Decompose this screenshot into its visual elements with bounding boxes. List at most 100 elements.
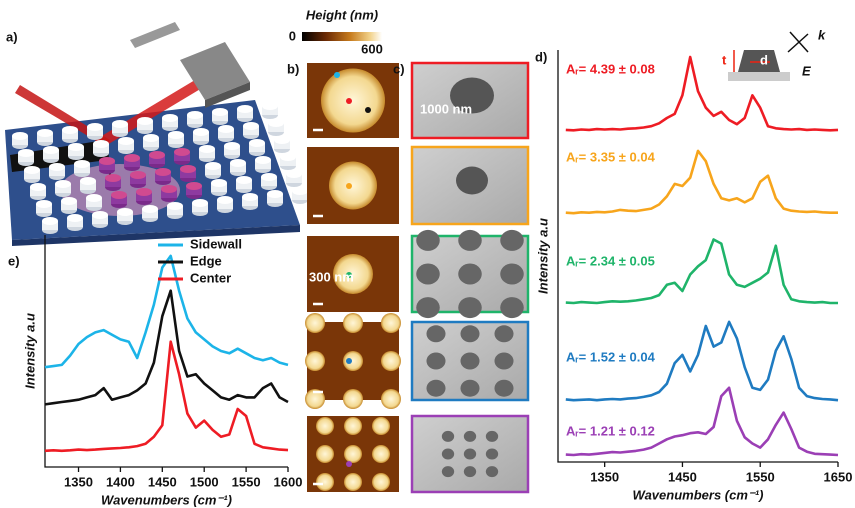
- pillar: [262, 106, 278, 115]
- location-marker: [346, 183, 352, 189]
- sem-pillar: [426, 379, 446, 397]
- pillar: [24, 166, 40, 174]
- sem-images: [410, 61, 530, 494]
- schematic-illustration: [5, 22, 308, 246]
- pillar: [112, 120, 128, 128]
- pillar: [43, 150, 59, 159]
- sem-pillar: [463, 466, 477, 478]
- spectrum-line: [565, 238, 838, 305]
- pillar: [87, 127, 103, 136]
- spectrum-line: [565, 320, 839, 402]
- sem-pillar: [500, 263, 524, 285]
- inset-label: t: [722, 52, 727, 67]
- panel-label: d): [535, 49, 547, 64]
- pillar: [143, 134, 159, 142]
- pillar-top: [321, 68, 385, 133]
- pillar-top: [372, 445, 390, 463]
- legend-label: Edge: [190, 253, 222, 268]
- sem-pillar: [500, 229, 524, 251]
- pillar: [30, 187, 46, 196]
- pillar: [242, 197, 258, 206]
- pillar: [149, 151, 165, 159]
- pillar: [130, 171, 146, 179]
- spectrum-line: [565, 149, 838, 215]
- pillar: [24, 170, 40, 179]
- location-marker: [346, 461, 352, 467]
- pillar: [237, 109, 253, 118]
- pillar-top: [372, 417, 390, 435]
- series-label: Aᵣ= 4.39 ± 0.08: [566, 61, 655, 76]
- pillar: [130, 175, 146, 184]
- pillar: [292, 191, 308, 200]
- sem-pillar: [460, 325, 480, 343]
- pillar: [105, 178, 121, 187]
- pillar: [211, 183, 227, 192]
- pillar: [187, 115, 203, 124]
- pillar: [224, 142, 240, 150]
- sem-pillar: [441, 430, 455, 442]
- pillar: [217, 196, 233, 204]
- pillar: [93, 144, 109, 153]
- pillar: [62, 126, 78, 134]
- pillar: [124, 154, 140, 162]
- sem-pillar: [463, 430, 477, 442]
- series-label: Aᵣ= 2.34 ± 0.05: [566, 253, 655, 268]
- pillar: [230, 159, 246, 167]
- sem-pillar: [458, 263, 482, 285]
- pillar: [49, 163, 65, 171]
- pillar: [92, 215, 108, 224]
- pillar: [193, 128, 209, 136]
- sem-pillar: [460, 352, 480, 370]
- location-marker: [334, 72, 340, 78]
- pillar: [217, 200, 233, 209]
- pillar: [280, 157, 296, 166]
- location-marker: [346, 98, 352, 104]
- x-axis-label: Wavenumbers (cm⁻¹): [633, 487, 764, 502]
- pillar: [268, 119, 284, 127]
- pillar-top: [316, 417, 334, 435]
- pillar: [93, 140, 109, 148]
- pillar: [86, 198, 102, 207]
- pillar: [262, 102, 278, 110]
- sem-pillar: [441, 448, 455, 460]
- scale-bar-label: 1000 nm: [420, 101, 472, 116]
- sem-pillar: [441, 466, 455, 478]
- pillar: [168, 131, 184, 139]
- x-tick-label: 1600: [274, 474, 303, 489]
- sem-pillar: [494, 379, 514, 397]
- pillar: [111, 195, 127, 204]
- pillar: [112, 124, 128, 133]
- sem-pillar: [485, 466, 499, 478]
- colorbar: [302, 32, 382, 41]
- pillar: [161, 189, 177, 198]
- inset-icon: [728, 31, 809, 81]
- x-tick-label: 1550: [746, 469, 775, 484]
- pillar-top: [343, 389, 363, 409]
- pillar: [212, 112, 228, 121]
- pillar: [162, 118, 178, 127]
- pillar: [268, 123, 284, 132]
- pillar-top: [381, 351, 401, 371]
- pillar: [249, 143, 265, 152]
- pillar: [261, 173, 277, 181]
- pillar: [168, 135, 184, 144]
- pillar: [186, 182, 202, 190]
- pillar: [155, 168, 171, 176]
- pillar: [292, 187, 308, 195]
- sem-pillar: [494, 352, 514, 370]
- spectrum-line: [44, 254, 289, 369]
- pillar: [267, 194, 283, 203]
- pillar: [37, 133, 53, 142]
- sem-pillar: [450, 77, 494, 114]
- pillar: [174, 148, 190, 156]
- pillar: [80, 177, 96, 185]
- pillar: [205, 162, 221, 170]
- pillar: [187, 111, 203, 119]
- colorbar-title: Height (nm): [306, 7, 378, 22]
- colorbar-min: 0: [289, 28, 296, 43]
- location-marker: [346, 272, 352, 278]
- pillar: [55, 184, 71, 193]
- pillar-top: [344, 417, 362, 435]
- legend-label: Sidewall: [190, 236, 242, 251]
